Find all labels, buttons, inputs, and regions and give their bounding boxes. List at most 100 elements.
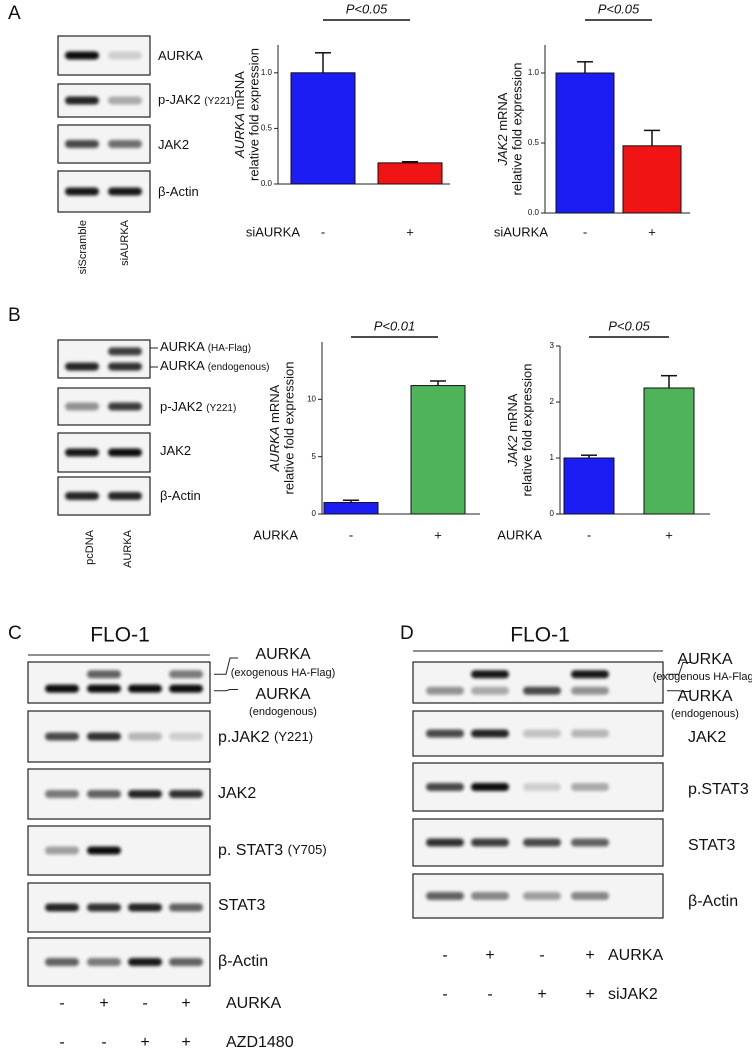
blot-band [471, 729, 509, 738]
y-label-gene: JAK2 [505, 435, 520, 468]
blot-band [108, 51, 142, 60]
y-tick-label: 5 [312, 452, 317, 461]
panel-letter: C [8, 623, 22, 644]
blot-row [27, 661, 211, 704]
blot-row [412, 710, 664, 757]
blot-label: p-JAK2 (Y221) [158, 92, 234, 107]
cell-line: FLO-1 [510, 624, 570, 647]
blot-site: (Y221) [204, 96, 234, 107]
blot-band [108, 140, 142, 148]
blot-band [571, 892, 609, 900]
blot-site: (HA-Flag) [208, 343, 251, 354]
blot-site: (endogenous) [208, 362, 270, 373]
x-category-label: - [321, 224, 325, 239]
blot-band [523, 686, 561, 695]
x-category-label: + [648, 224, 656, 239]
blot-label-site: (exogenous HA-Flag) [653, 671, 752, 683]
y-label-unit: mRNA [505, 393, 520, 432]
blot-band [87, 732, 121, 741]
blot-row [27, 710, 211, 763]
blot-band [87, 790, 121, 798]
blot-name: AURKA [158, 48, 203, 63]
bar [563, 457, 615, 515]
blot-band [65, 402, 99, 411]
blot-row [57, 387, 151, 426]
x-axis-label: AURKA [497, 527, 542, 542]
blot-label: AURKA [255, 646, 310, 663]
blot-band [571, 729, 609, 738]
condition-name: AZD1480 [226, 1034, 294, 1050]
blot-band [65, 187, 99, 196]
condition-sign: - [59, 995, 64, 1012]
y-tick-label: 10 [307, 394, 316, 403]
x-category-label: + [434, 527, 442, 542]
blot-band [169, 732, 203, 741]
blot-band [128, 958, 162, 966]
error-bar [343, 499, 359, 503]
error-bar [315, 52, 331, 73]
blot-band [169, 670, 203, 679]
panel-letter: D [400, 623, 414, 644]
blot-frame [412, 661, 664, 704]
condition-sign: + [140, 1034, 149, 1050]
band-bracket [667, 662, 691, 675]
blot-label: p-JAK2 (Y221) [160, 399, 236, 414]
error-bar [581, 454, 597, 458]
y-axis-label: relative fold expression [509, 63, 524, 196]
blot-band [45, 790, 79, 798]
blot-band [128, 732, 162, 741]
condition-name: siJAK2 [608, 986, 658, 1003]
blot-band [65, 362, 99, 371]
blot-row [57, 476, 151, 516]
y-tick-label: 0.5 [261, 124, 273, 133]
blot-band [169, 684, 203, 693]
blot-band [108, 187, 142, 196]
blot-band [169, 958, 203, 966]
band-bracket [214, 657, 238, 675]
blot-band [571, 670, 609, 679]
blot-band [45, 684, 79, 693]
y-axis-label: JAK2 mRNA [495, 92, 510, 166]
bar [410, 385, 466, 515]
condition-sign: + [585, 947, 594, 964]
blot-band [169, 790, 203, 798]
blot-label: STAT3 [688, 837, 736, 854]
p-value: P<0.05 [608, 318, 650, 333]
blot-label: AURKA [677, 651, 732, 668]
blot-band [471, 783, 509, 791]
y-tick-label: 1.0 [528, 68, 540, 77]
blot-name: JAK2 [158, 137, 189, 152]
blot-band [108, 96, 142, 105]
blot-site: (Y705) [288, 842, 327, 857]
blot-band [128, 903, 162, 912]
y-tick-label: 1.0 [261, 68, 273, 77]
blot-band [108, 402, 142, 411]
y-tick-label: 0 [312, 509, 317, 518]
blot-label: STAT3 [218, 897, 266, 914]
blot-frame [57, 339, 151, 379]
band-bracket [667, 690, 691, 692]
x-category-label: - [587, 527, 591, 542]
blot-band [65, 51, 99, 60]
blot-band [523, 783, 561, 791]
blot-band [65, 492, 99, 500]
blot-band [523, 838, 561, 847]
blot-label: p. STAT3 (Y705) [218, 842, 327, 859]
blot-label: β-Actin [218, 953, 268, 970]
blot-band [169, 903, 203, 912]
blot-label: p.JAK2 (Y221) [218, 729, 313, 746]
blot-site: (Y221) [206, 403, 236, 414]
blot-label: AURKA [677, 688, 732, 705]
x-category-label: + [406, 224, 414, 239]
blot-row [27, 768, 211, 820]
blot-site: (Y221) [274, 729, 313, 744]
condition-sign: + [181, 995, 190, 1012]
x-category-label: - [583, 224, 587, 239]
blot-band [108, 448, 142, 457]
blot-name: β-Actin [218, 953, 268, 970]
bar [323, 502, 379, 515]
condition-sign: - [487, 986, 492, 1003]
condition-name: AURKA [226, 995, 281, 1012]
y-label-gene: AURKA [232, 113, 247, 159]
